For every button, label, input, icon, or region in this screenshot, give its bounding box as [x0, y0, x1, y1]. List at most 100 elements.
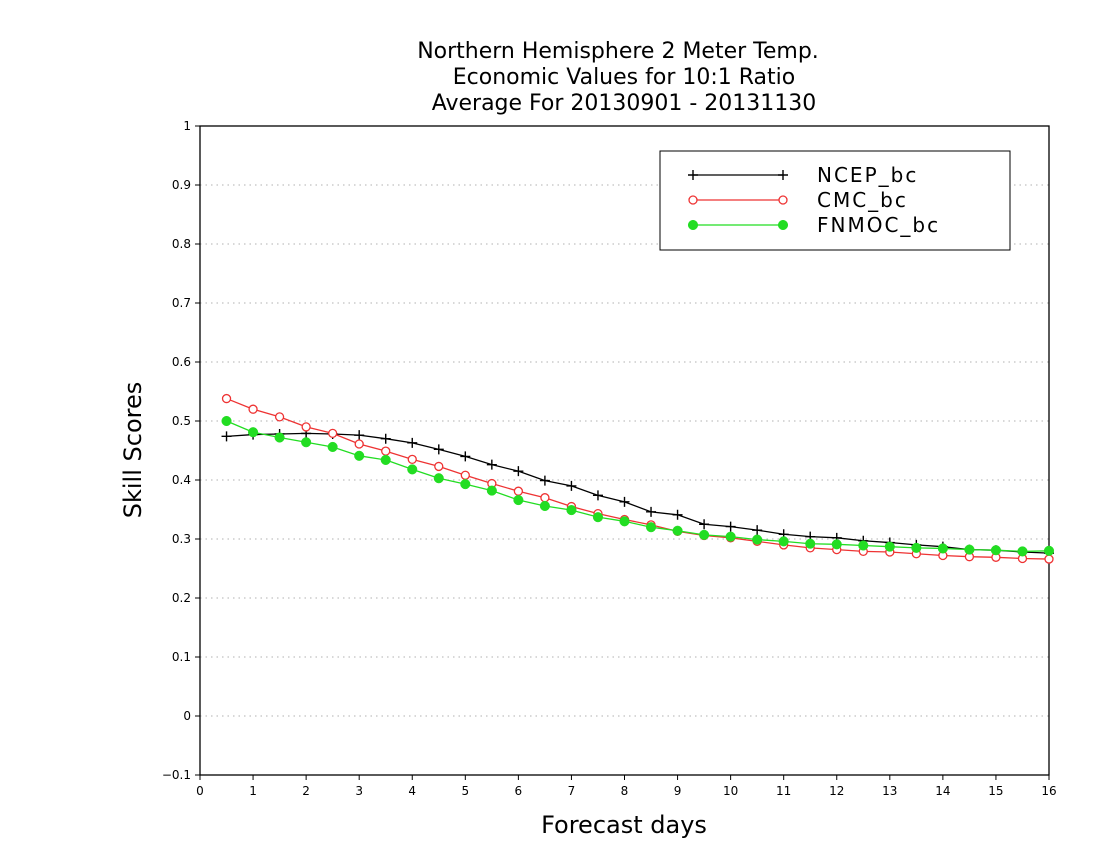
data-point — [380, 454, 391, 465]
x-axis-title: Forecast days — [541, 811, 707, 839]
x-tick-label: 0 — [196, 784, 204, 798]
data-point — [539, 500, 550, 512]
data-point — [990, 545, 1001, 556]
data-point — [725, 521, 736, 532]
data-point — [592, 512, 604, 523]
x-tick-label: 13 — [882, 784, 897, 798]
data-point — [274, 412, 285, 422]
data-point — [434, 461, 444, 472]
legend-marker — [778, 195, 788, 205]
x-tick-label: 14 — [935, 784, 950, 798]
legend-entry-cmc-bc: CMC_bc — [688, 188, 908, 212]
series-fnmoc-bc — [221, 415, 1055, 557]
chart-title: Northern Hemisphere 2 Meter Temp. Econom… — [417, 39, 819, 116]
data-point — [513, 466, 524, 477]
y-axis-ticks: −0.1 0 0.1 0.2 0.3 0.4 0.5 0.6 0.7 0.8 0.9 1 — [162, 119, 200, 782]
data-point — [778, 536, 789, 547]
data-point — [460, 451, 471, 462]
y-axis-title: Skill Scores — [119, 382, 147, 519]
y-tick-label: 0.2 — [172, 591, 191, 605]
y-tick-label: 0.6 — [172, 355, 191, 369]
data-point — [407, 454, 417, 465]
data-point — [301, 422, 311, 432]
x-tick-label: 2 — [302, 784, 310, 798]
data-point — [460, 470, 470, 480]
data-point — [274, 432, 285, 443]
x-tick-label: 11 — [776, 784, 791, 798]
legend-label: NCEP_bc — [817, 163, 918, 187]
x-tick-label: 4 — [408, 784, 416, 798]
data-point — [619, 496, 630, 507]
data-point — [380, 433, 391, 444]
data-point — [699, 529, 710, 540]
legend-entry-ncep-bc: NCEP_bc — [688, 163, 918, 187]
series-cmc-bc — [221, 393, 1054, 564]
data-point — [381, 446, 391, 456]
data-point — [1043, 545, 1055, 556]
data-point — [646, 506, 657, 517]
title-line-3: Average For 20130901 - 20131130 — [432, 91, 817, 116]
data-point — [672, 525, 683, 536]
legend-marker — [688, 170, 698, 180]
data-point — [540, 493, 550, 503]
data-point — [725, 531, 736, 542]
y-tick-label: 0.5 — [172, 414, 191, 428]
legend-marker — [778, 170, 788, 180]
data-point — [248, 427, 259, 438]
data-point — [699, 519, 710, 530]
x-tick-label: 10 — [723, 784, 738, 798]
data-point — [354, 430, 365, 441]
plot-area-frame — [199, 125, 1050, 776]
data-point — [460, 479, 471, 490]
series-line — [226, 397, 1050, 560]
y-tick-label: 1 — [183, 119, 191, 133]
legend-marker — [688, 195, 698, 205]
x-tick-label: 5 — [461, 784, 469, 798]
data-point — [354, 439, 364, 449]
data-point — [248, 404, 258, 414]
data-point — [592, 490, 603, 501]
data-point — [539, 475, 550, 486]
data-point — [221, 431, 232, 442]
data-point — [1017, 546, 1028, 557]
y-tick-label: 0 — [183, 709, 191, 723]
y-tick-label: 0.3 — [172, 532, 191, 546]
data-point — [884, 541, 895, 552]
data-point — [752, 534, 763, 545]
data-point — [433, 473, 444, 484]
legend-marker — [777, 219, 789, 231]
data-point — [858, 540, 869, 551]
data-point — [513, 495, 524, 506]
data-point — [221, 393, 232, 404]
data-series — [221, 393, 1055, 564]
data-point — [513, 486, 524, 496]
data-point — [672, 509, 683, 520]
data-point — [937, 543, 948, 554]
x-tick-label: 1 — [249, 784, 257, 798]
legend-label: FNMOC_bc — [817, 213, 940, 237]
data-point — [831, 539, 842, 550]
y-tick-label: −0.1 — [162, 768, 191, 782]
legend-label: CMC_bc — [817, 188, 908, 212]
x-tick-label: 9 — [674, 784, 682, 798]
data-point — [407, 437, 418, 448]
x-tick-label: 7 — [568, 784, 576, 798]
series-line — [226, 432, 1050, 554]
data-point — [486, 459, 497, 470]
legend-entry-fnmoc-bc: FNMOC_bc — [687, 213, 940, 237]
data-point — [645, 522, 657, 533]
x-axis-ticks: 0 1 2 3 4 5 6 7 8 9 10 11 12 13 14 15 16 — [196, 775, 1057, 798]
x-tick-label: 8 — [621, 784, 629, 798]
data-point — [911, 542, 922, 553]
y-tick-label: 0.8 — [172, 237, 191, 251]
data-point — [327, 441, 338, 453]
title-line-2: Economic Values for 10:1 Ratio — [453, 65, 795, 90]
data-point — [964, 544, 975, 555]
data-point — [407, 464, 418, 475]
legend-marker — [687, 219, 699, 231]
x-tick-label: 3 — [355, 784, 363, 798]
y-tick-label: 0.1 — [172, 650, 191, 664]
x-tick-label: 15 — [988, 784, 1003, 798]
